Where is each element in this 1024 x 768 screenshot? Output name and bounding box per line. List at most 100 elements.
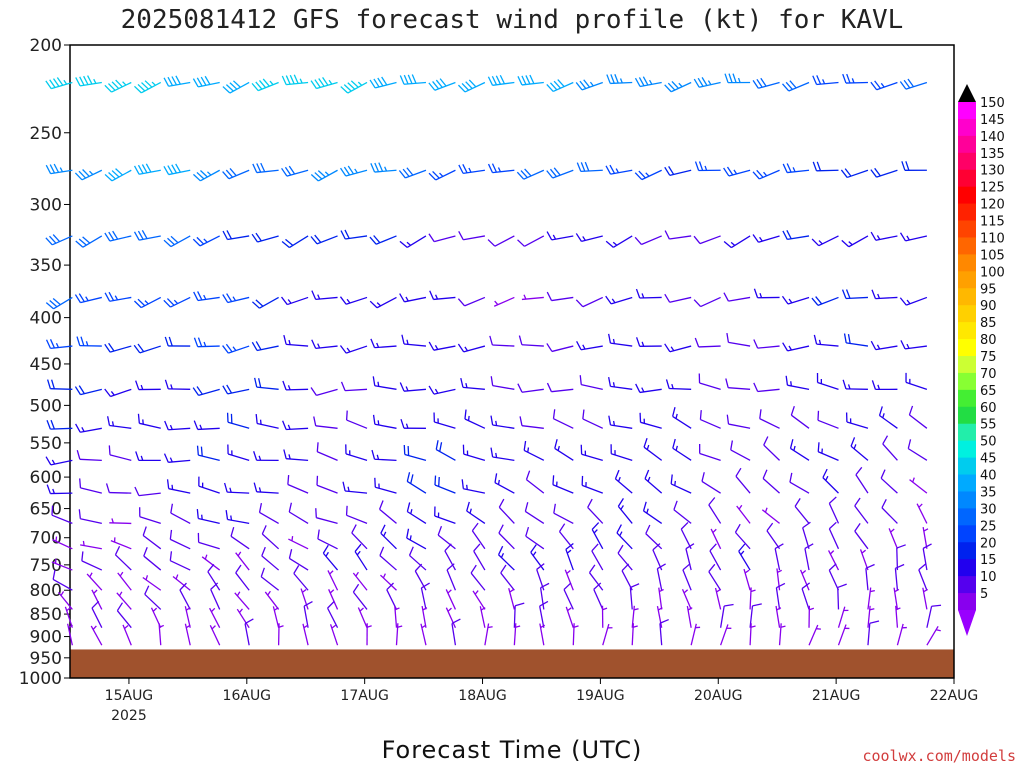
barb-flag [381,76,388,86]
wind-barb [841,289,868,300]
colorbar-label: 25 [980,519,997,534]
wind-barb [785,375,810,390]
colorbar-label: 105 [980,248,1005,263]
wind-barb [778,623,786,646]
barb-flag [850,437,856,447]
barb-staff [659,623,663,646]
barb-flag [664,166,671,176]
wind-barb [277,623,284,646]
barb-flag [665,379,670,389]
barb-half-flag [738,504,743,510]
barb-flag [281,296,288,305]
wind-barb [775,605,782,628]
barb-staff [289,557,309,571]
barb-flag [756,78,763,88]
wind-barb [222,80,250,94]
barb-staff [521,344,544,347]
barb-staff [530,551,545,571]
barb-staff [581,453,603,461]
barb-staff [352,572,368,591]
x-tick-label: 16AUG [223,688,272,704]
wind-barb [484,623,493,646]
barb-flag [372,414,376,425]
wind-barb [258,503,279,524]
barb-flag [257,378,262,388]
barb-staff [375,235,397,245]
barb-flag [491,163,498,173]
barb-flag [682,563,691,571]
wind-barb [738,543,751,571]
barb-flag [372,376,376,386]
barb-flag [52,78,60,87]
barb-flag [708,497,716,506]
surface-terrain [70,649,954,678]
barb-staff [444,550,456,571]
wind-barb [859,549,869,571]
barb-flag [339,167,347,177]
barb-flag [46,484,51,494]
barb-half-flag [405,386,409,392]
barb-flag [261,525,267,535]
barb-staff [731,235,751,249]
y-tick-label: 450 [30,355,62,375]
wind-barb [855,466,869,494]
wind-barb [104,79,132,93]
barb-half-flag [829,550,835,555]
barb-flag [553,80,561,89]
wind-barb [316,475,338,494]
wind-barb [433,412,456,429]
wind-barb [144,585,162,610]
wind-barb [900,340,927,350]
barb-half-flag [152,607,158,612]
wind-barb [693,77,721,88]
wind-barb [135,380,161,391]
barb-flag [458,231,464,241]
wind-barb [753,382,780,393]
barb-flag [845,289,851,299]
barb-staff [643,446,663,461]
wind-barb [479,606,486,628]
barb-half-flag [151,81,156,86]
barb-half-flag [853,444,857,450]
barb-flag [539,600,549,607]
barb-flag [432,170,440,179]
wind-barb [369,76,397,89]
barb-half-flag [203,238,208,243]
wind-barb [790,405,810,429]
barb-flag [608,376,612,387]
wind-barb [166,479,191,494]
wind-barb [133,343,161,354]
barb-flag [318,78,325,87]
barb-flag [225,169,234,178]
wind-barb [710,528,722,550]
barb-half-flag [377,381,380,387]
barb-half-flag [169,424,173,430]
barb-flag [314,172,323,180]
barb-staff [434,515,456,525]
barb-flag [108,291,115,301]
barb-half-flag [206,171,212,176]
barb-half-flag [145,575,149,581]
barb-flag [854,523,861,532]
barb-flag [523,440,527,451]
barb-flag [378,162,384,172]
barb-flag [908,405,914,416]
barb-flag [468,79,477,88]
barb-half-flag [328,79,333,85]
barb-flag [428,233,435,242]
wind-barb [369,235,397,245]
barb-flag [288,502,293,513]
barb-staff [80,518,102,525]
wind-barb [79,478,102,494]
wind-barb [75,423,102,433]
barb-flag [403,74,409,85]
barb-flag [699,410,702,420]
wind-barb [658,587,664,610]
wind-barb [634,76,662,88]
barb-staff [256,491,279,494]
barb-half-flag [171,484,174,490]
barb-staff [818,235,839,247]
barb-staff [198,454,220,461]
wind-barb [451,618,461,646]
